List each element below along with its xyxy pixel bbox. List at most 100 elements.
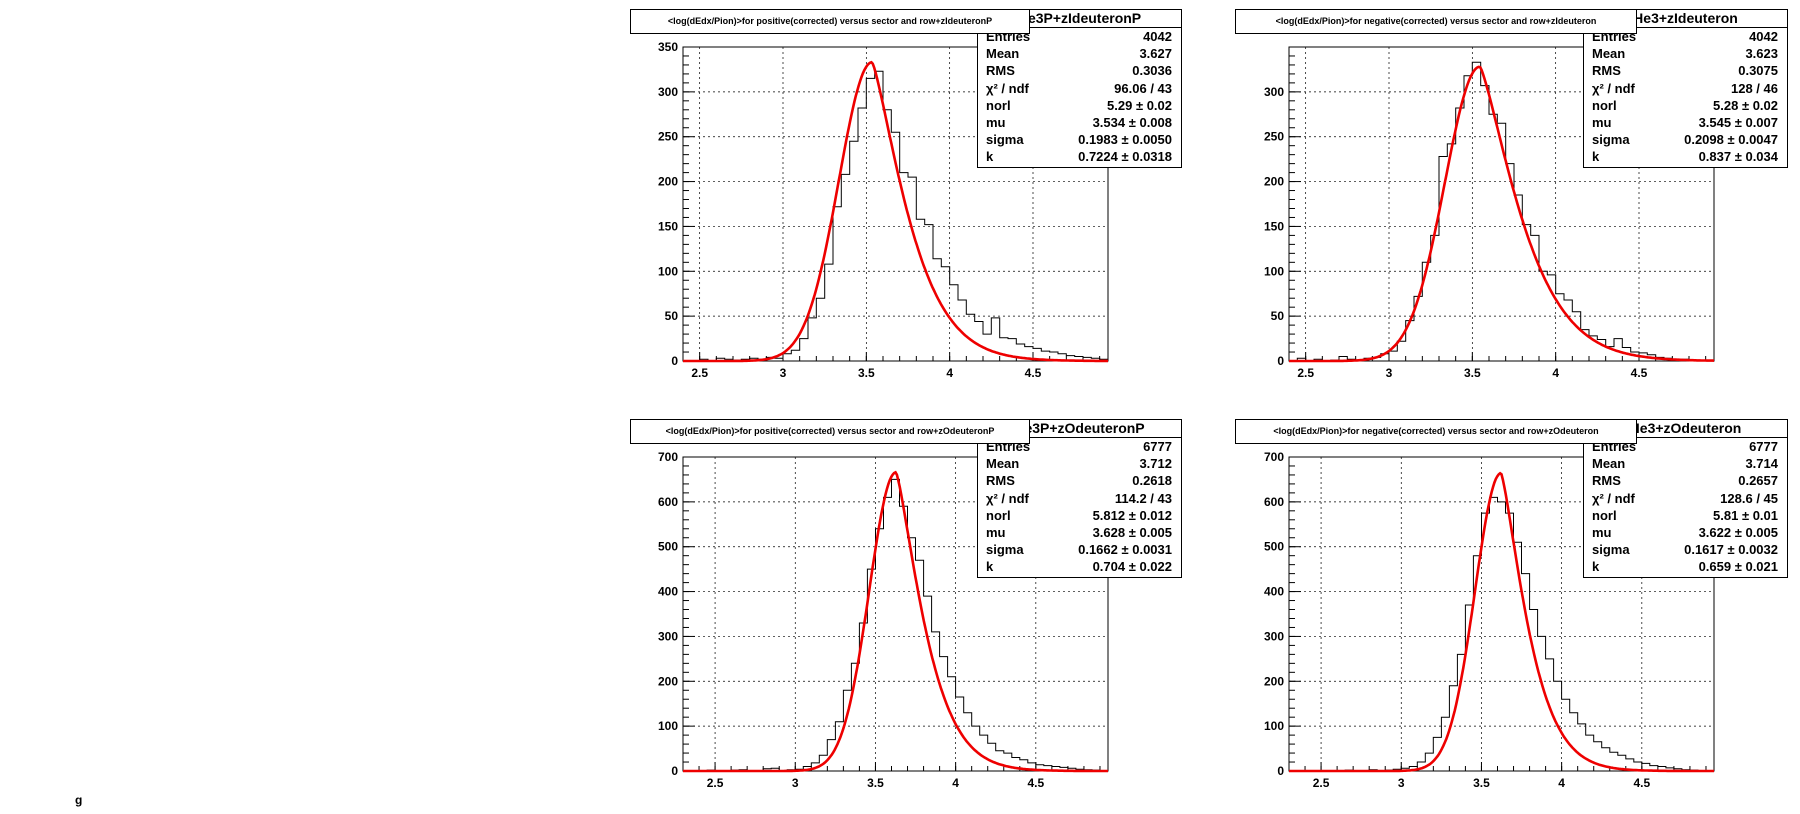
x-tick-label: 3 bbox=[792, 776, 799, 790]
stats-value: 0.659 ± 0.021 bbox=[1698, 559, 1778, 575]
stats-row: mu 3.622 ± 0.005 bbox=[1592, 524, 1778, 541]
chart-title: <log(dEdx/Pion)>for negative(corrected) … bbox=[1235, 419, 1637, 444]
plot-frame bbox=[682, 456, 1109, 772]
stats-box-name: He3+zIdeuteron bbox=[1584, 10, 1787, 28]
x-tick-label: 4 bbox=[1558, 776, 1565, 790]
stats-value: 3.627 bbox=[1139, 46, 1172, 62]
y-tick-label: 0 bbox=[1277, 354, 1284, 368]
stats-row: RMS 0.3036 bbox=[986, 62, 1172, 79]
y-tick-label: 250 bbox=[658, 130, 678, 144]
plot-frame bbox=[682, 46, 1109, 362]
stats-box: He3P+zIdeuteronP Entries 4042 Mean 3.627 RMS 0… bbox=[977, 9, 1182, 168]
histogram-panel-3: 2.5 3 3.5 4 4.5 0 100 200 300 400 500 600 700 bbox=[658, 450, 1109, 790]
y-tick-label: 100 bbox=[658, 264, 678, 278]
stats-key: k bbox=[1592, 559, 1600, 575]
y-tick-label: 500 bbox=[658, 540, 678, 554]
y-tick-label: 400 bbox=[658, 585, 678, 599]
stats-key: Mean bbox=[986, 46, 1020, 62]
x-tick-label: 3 bbox=[1386, 366, 1393, 380]
stats-key: mu bbox=[986, 115, 1006, 130]
stats-value: 5.812 ± 0.012 bbox=[1092, 507, 1172, 523]
x-tick-label: 2.5 bbox=[707, 776, 724, 790]
stats-key: norl bbox=[1592, 507, 1617, 523]
stats-row: RMS 0.2657 bbox=[1592, 472, 1778, 489]
stats-key: k bbox=[986, 559, 994, 575]
fit-curve bbox=[683, 60, 1108, 363]
stats-row: k 0.659 ± 0.021 bbox=[1592, 558, 1778, 575]
stats-key: sigma bbox=[1592, 542, 1630, 558]
stats-row: χ² / ndf 128.6 / 45 bbox=[1592, 490, 1778, 507]
stats-row: norl 5.81 ± 0.01 bbox=[1592, 507, 1778, 524]
x-tick-label: 2.5 bbox=[691, 366, 708, 380]
stats-value: 0.1617 ± 0.0032 bbox=[1684, 542, 1778, 558]
stats-row: sigma 0.1662 ± 0.0031 bbox=[986, 541, 1172, 558]
y-tick-label: 150 bbox=[658, 219, 678, 233]
y-tick-label: 200 bbox=[1264, 674, 1284, 688]
stats-row: Mean 3.627 bbox=[986, 45, 1172, 62]
y-tick-label: 300 bbox=[1264, 629, 1284, 643]
stats-value: 0.3036 bbox=[1132, 63, 1172, 79]
stats-row: norl 5.28 ± 0.02 bbox=[1592, 97, 1778, 114]
y-tick-label: 700 bbox=[658, 450, 678, 464]
stats-value: 114.2 / 43 bbox=[1114, 490, 1172, 506]
stats-value: 3.628 ± 0.005 bbox=[1092, 525, 1172, 540]
x-tick-label: 3 bbox=[780, 366, 787, 380]
stats-box-name: He3P+zIdeuteronP bbox=[978, 10, 1181, 28]
stats-box: He3P+zOdeuteronP Entries 6777 Mean 3.712 RMS 0… bbox=[977, 419, 1182, 578]
stats-row: χ² / ndf 114.2 / 43 bbox=[986, 490, 1172, 507]
plot-frame bbox=[1288, 46, 1715, 362]
stats-value: 0.2098 ± 0.0047 bbox=[1684, 132, 1778, 148]
stats-key: χ² / ndf bbox=[1592, 490, 1635, 506]
stats-key: sigma bbox=[986, 542, 1024, 558]
y-tick-label: 0 bbox=[671, 764, 678, 778]
stats-value: 4042 bbox=[1143, 29, 1172, 44]
y-tick-label: 300 bbox=[658, 629, 678, 643]
stats-row: Mean 3.623 bbox=[1592, 45, 1778, 62]
x-tick-label: 4.5 bbox=[1631, 366, 1648, 380]
stats-row: sigma 0.2098 ± 0.0047 bbox=[1592, 131, 1778, 148]
stray-glyph: g bbox=[75, 793, 83, 807]
y-tick-label: 150 bbox=[1264, 219, 1284, 233]
y-tick-label: 700 bbox=[1264, 450, 1284, 464]
fit-curve bbox=[683, 470, 1108, 773]
stats-key: norl bbox=[986, 97, 1011, 113]
stats-value: 0.1983 ± 0.0050 bbox=[1078, 132, 1172, 148]
histogram-series bbox=[683, 478, 1109, 772]
stats-key: mu bbox=[986, 525, 1006, 540]
y-tick-label: 600 bbox=[1264, 495, 1284, 509]
histogram-panel-2: 2.5 3 3.5 4 4.5 0 50 100 150 200 250 300 bbox=[1264, 46, 1715, 380]
stats-row: mu 3.534 ± 0.008 bbox=[986, 114, 1172, 131]
stats-value: 0.704 ± 0.022 bbox=[1092, 559, 1172, 575]
x-tick-label: 4.5 bbox=[1027, 776, 1044, 790]
x-tick-label: 4 bbox=[946, 366, 953, 380]
stats-box-name: He3+zOdeuteron bbox=[1584, 420, 1787, 438]
stats-box-name: He3P+zOdeuteronP bbox=[978, 420, 1181, 438]
stats-box: He3+zOdeuteron Entries 6777 Mean 3.714 RMS 0.2… bbox=[1583, 419, 1788, 578]
y-tick-label: 250 bbox=[1264, 130, 1284, 144]
y-tick-label: 0 bbox=[671, 354, 678, 368]
stats-key: Mean bbox=[986, 456, 1020, 472]
fit-curve bbox=[1289, 65, 1715, 363]
stats-value: 3.714 bbox=[1745, 456, 1778, 472]
x-tick-label: 3.5 bbox=[1464, 366, 1481, 380]
stats-value: 3.545 ± 0.007 bbox=[1698, 115, 1778, 130]
y-tick-label: 200 bbox=[658, 175, 678, 189]
y-tick-label: 300 bbox=[658, 85, 678, 99]
stats-row: mu 3.628 ± 0.005 bbox=[986, 524, 1172, 541]
stats-value: 0.3075 bbox=[1738, 63, 1778, 79]
stats-key: mu bbox=[1592, 525, 1612, 540]
plot-frame bbox=[1288, 456, 1715, 772]
stats-key: k bbox=[1592, 149, 1600, 165]
y-tick-label: 600 bbox=[658, 495, 678, 509]
stats-key: χ² / ndf bbox=[1592, 80, 1635, 96]
stats-row: χ² / ndf 96.06 / 43 bbox=[986, 80, 1172, 97]
stats-key: k bbox=[986, 149, 994, 165]
chart-title: <log(dEdx/Pion)>for positive(corrected) … bbox=[630, 9, 1030, 34]
stats-value: 5.28 ± 0.02 bbox=[1713, 97, 1778, 113]
x-tick-label: 2.5 bbox=[1297, 366, 1314, 380]
stats-key: Mean bbox=[1592, 46, 1626, 62]
stats-key: RMS bbox=[1592, 63, 1621, 79]
x-tick-label: 4 bbox=[1552, 366, 1559, 380]
y-tick-label: 200 bbox=[658, 674, 678, 688]
